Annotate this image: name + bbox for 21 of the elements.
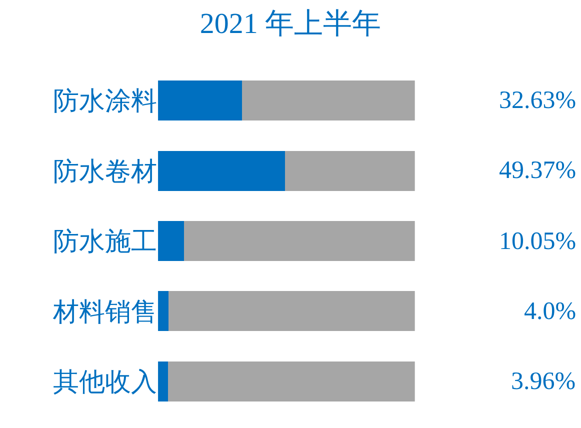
chart-title: 2021 年上半年 xyxy=(200,8,382,40)
bar xyxy=(158,291,168,332)
bar xyxy=(168,361,415,402)
bar xyxy=(158,361,168,402)
data-label: 3.96% xyxy=(511,368,576,395)
data-label: 10.05% xyxy=(499,228,576,255)
data-label: 4.0% xyxy=(524,298,576,325)
bar xyxy=(158,220,184,262)
y-tick-label: 防水卷材 xyxy=(53,156,158,186)
y-tick-label: 防水施工 xyxy=(53,227,158,256)
bar xyxy=(158,150,285,191)
bar xyxy=(168,291,415,332)
data-label: 32.63% xyxy=(499,87,576,114)
bar xyxy=(242,80,415,121)
y-tick-label: 防水涂料 xyxy=(53,86,158,116)
bar xyxy=(284,150,415,191)
y-tick-label: 其他收入 xyxy=(53,367,158,396)
y-tick-label: 材料销售 xyxy=(52,297,158,326)
bar xyxy=(158,80,242,121)
bar xyxy=(184,220,415,262)
data-label: 49.37% xyxy=(499,157,576,184)
